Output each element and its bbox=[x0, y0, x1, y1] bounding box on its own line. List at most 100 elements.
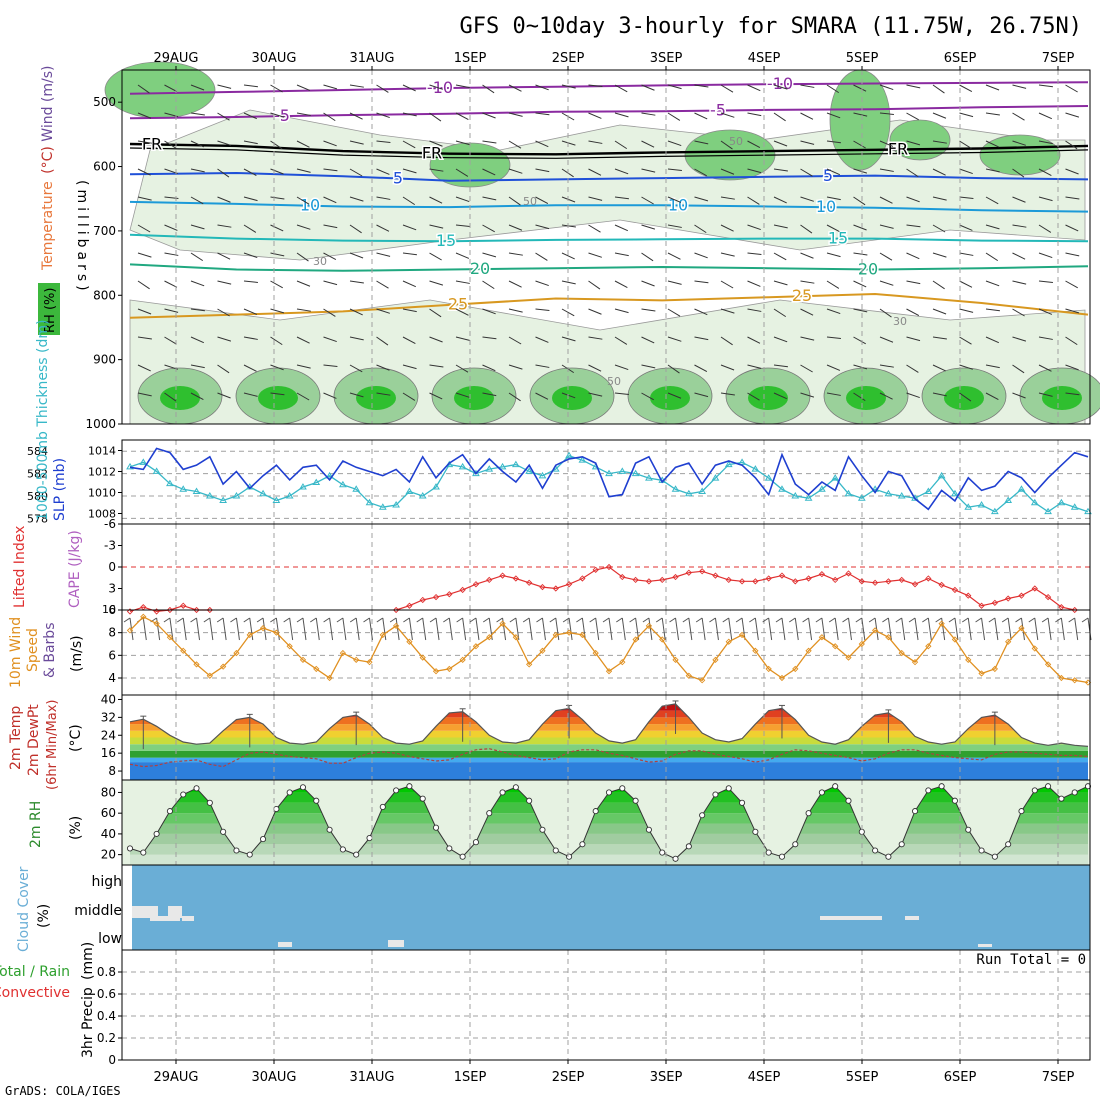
lifted-index-marker bbox=[792, 578, 799, 585]
temp-ytick-label-2: 24 bbox=[101, 728, 116, 742]
upper-wind-barb bbox=[243, 336, 258, 340]
wind10-barb bbox=[488, 617, 493, 641]
cloud-block-6 bbox=[820, 916, 882, 920]
wind10-barb-flag bbox=[922, 617, 929, 623]
upper-wind-barb bbox=[402, 84, 416, 92]
wind10-speed-marker-20 bbox=[392, 622, 400, 630]
upper-wind-barb bbox=[137, 196, 152, 201]
wind10-barb-flag bbox=[1028, 617, 1036, 623]
wind10-barb-flag bbox=[482, 617, 490, 623]
upper-wind-barb bbox=[349, 252, 364, 259]
isotherm-label-13: 20 bbox=[470, 259, 490, 278]
thickness-marker-26 bbox=[472, 469, 480, 477]
lifted-ytick-label-2: 0 bbox=[108, 560, 116, 574]
upper-wind-barb bbox=[667, 84, 682, 90]
cloud-level-low: low bbox=[98, 931, 122, 947]
rh2m-marker-17 bbox=[353, 851, 360, 858]
wind10-speed-marker-47 bbox=[752, 647, 759, 654]
upper-wind-barb bbox=[694, 280, 709, 284]
wind10-speed-marker-71 bbox=[1071, 677, 1078, 684]
thickness-marker-4 bbox=[179, 485, 188, 492]
upper-wind-barb bbox=[879, 112, 894, 115]
upper-wind-barb bbox=[429, 84, 443, 90]
upper-wind-barb bbox=[1012, 112, 1025, 121]
thickness-marker-17 bbox=[352, 485, 361, 492]
upper-wind-barb bbox=[694, 336, 709, 341]
wind10-barb bbox=[142, 617, 147, 641]
upper-wind-barb bbox=[508, 364, 523, 370]
wind10-speed-marker-41 bbox=[672, 656, 679, 664]
upper-wind-barb bbox=[535, 308, 550, 311]
upper-wind-barb bbox=[694, 392, 709, 398]
precip-ylabel: Total / Rain Convective 3hr Precip (mm) … bbox=[0, 942, 1086, 1058]
upper-wind-barb bbox=[614, 336, 628, 345]
rh-lowlevel-core-1 bbox=[258, 386, 298, 410]
wind10-speed-marker-28 bbox=[499, 620, 506, 627]
upper-wind-barb bbox=[323, 336, 337, 343]
upper-wind-barb bbox=[482, 224, 495, 233]
thickness-marker-42 bbox=[684, 489, 693, 497]
lifted-index-marker bbox=[832, 576, 839, 584]
date-label-top-8: 6SEP bbox=[944, 51, 977, 66]
wind10-barb-flag bbox=[695, 617, 703, 623]
upper-wind-barb bbox=[561, 280, 576, 285]
upper-wind-barb bbox=[959, 308, 974, 313]
isotherm-4 bbox=[129, 200, 1089, 213]
upper-wind-barb bbox=[800, 224, 813, 234]
upper-wind-barb bbox=[1065, 336, 1078, 346]
precip-axis-title: 3hr Precip bbox=[80, 987, 96, 1058]
upper-wind-barb bbox=[190, 280, 205, 287]
lifted-index-marker bbox=[446, 591, 453, 598]
upper-wind-barb bbox=[190, 224, 205, 230]
wind10-barb bbox=[914, 617, 919, 641]
upper-wind-barb bbox=[879, 84, 894, 91]
rh2m-marker-0 bbox=[126, 845, 134, 852]
upper-wind-barb bbox=[1012, 280, 1027, 285]
upper-wind-barb bbox=[402, 308, 417, 313]
thickness-marker-71 bbox=[1070, 503, 1079, 510]
rh2m-band-6 bbox=[130, 792, 1088, 803]
thickness-marker-54 bbox=[844, 489, 853, 497]
temp-ytick-label-1: 16 bbox=[101, 746, 116, 760]
upper-wind-barb bbox=[402, 168, 417, 174]
temp-ylabel: 2m Temp 2m DewPt (6hr Min/Max) (°C) bbox=[8, 700, 84, 790]
upper-wind-barb bbox=[376, 224, 390, 232]
upper-wind-barb bbox=[747, 280, 761, 287]
wind10-barb-flag bbox=[669, 617, 676, 623]
wind10-speed-marker-22 bbox=[419, 654, 426, 661]
wind10-barb bbox=[1074, 617, 1079, 641]
upper-wind-barb bbox=[588, 336, 603, 340]
lifted-index-marker bbox=[180, 602, 187, 609]
wind10-barb-flag bbox=[363, 617, 370, 623]
upper-wind-barb bbox=[349, 336, 364, 341]
date-label-top-3: 1SEP bbox=[454, 51, 487, 66]
upper-wind-barb bbox=[561, 84, 576, 89]
upper-wind-barb bbox=[535, 224, 550, 230]
thickness-marker-13 bbox=[299, 483, 307, 490]
upper-wind-barb bbox=[1065, 112, 1080, 118]
upper-wind-barb bbox=[932, 308, 947, 315]
thickness-marker-51 bbox=[804, 494, 813, 501]
upper-wind-barb bbox=[482, 84, 495, 94]
date-label-bottom-3: 1SEP bbox=[454, 1070, 487, 1085]
rh2m-marker-61 bbox=[938, 783, 945, 790]
rh2m-marker-63 bbox=[965, 826, 972, 833]
rh2m-marker-65 bbox=[991, 853, 998, 860]
upper-wind-barb bbox=[747, 140, 761, 149]
wind10-barb-flag bbox=[1015, 617, 1022, 623]
lifted-index-marker bbox=[619, 573, 626, 581]
rh2m-marker-1 bbox=[140, 849, 147, 856]
rh2m-marker-5 bbox=[193, 785, 200, 792]
upper-wind-barb bbox=[376, 308, 390, 314]
upper-wind-barb bbox=[773, 364, 788, 368]
thickness-marker-64 bbox=[977, 500, 986, 508]
upper-wind-barb bbox=[190, 392, 204, 401]
wind10-barb bbox=[462, 617, 467, 641]
upper-wind-barb bbox=[455, 308, 469, 316]
wind10-speed-line bbox=[129, 616, 1089, 684]
upper-wind-barb bbox=[482, 308, 496, 315]
upper-wind-barb bbox=[614, 168, 629, 175]
lifted-index-marker bbox=[486, 576, 493, 584]
wind10-barb-flag bbox=[576, 617, 583, 623]
wind10-speed-marker-25 bbox=[459, 656, 466, 664]
